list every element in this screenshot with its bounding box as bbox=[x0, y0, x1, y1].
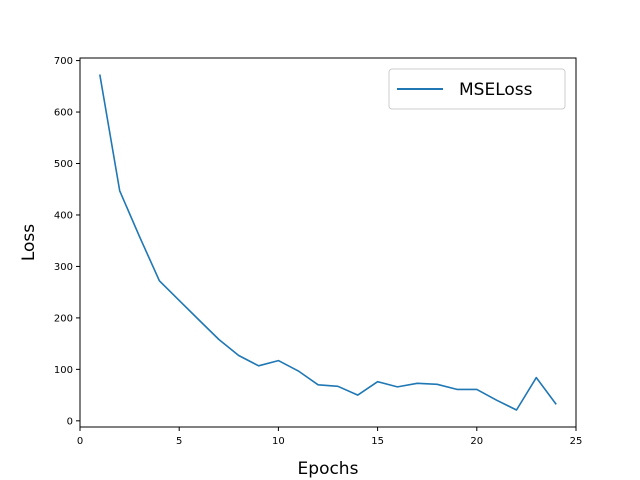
y-tick-label: 600 bbox=[54, 108, 73, 119]
x-tick-label: 25 bbox=[570, 436, 583, 447]
x-tick-label: 15 bbox=[371, 436, 384, 447]
y-tick-label: 500 bbox=[54, 159, 73, 170]
series-line-mseloss bbox=[99, 74, 557, 411]
y-tick-label: 300 bbox=[54, 262, 73, 273]
plot-area bbox=[99, 74, 557, 411]
x-tick-label: 0 bbox=[77, 436, 83, 447]
x-tick-label: 20 bbox=[470, 436, 483, 447]
x-tick-label: 10 bbox=[272, 436, 285, 447]
x-axis-ticks: 0 5 10 15 20 25 bbox=[77, 427, 583, 447]
y-axis-ticks: 0 100 200 300 400 500 600 700 bbox=[54, 56, 80, 427]
y-tick-label: 700 bbox=[54, 56, 73, 67]
y-axis-label: Loss bbox=[19, 224, 39, 261]
legend-entry-mseloss: MSELoss bbox=[459, 80, 533, 100]
y-tick-label: 400 bbox=[54, 210, 73, 221]
x-axis-label: Epochs bbox=[298, 459, 359, 479]
y-tick-label: 0 bbox=[67, 416, 73, 427]
plot-frame bbox=[79, 57, 577, 428]
legend-box bbox=[388, 68, 566, 110]
y-tick-label: 100 bbox=[54, 365, 73, 376]
x-tick-label: 5 bbox=[176, 436, 182, 447]
legend: MSELoss bbox=[388, 68, 566, 110]
y-tick-label: 200 bbox=[54, 313, 73, 324]
